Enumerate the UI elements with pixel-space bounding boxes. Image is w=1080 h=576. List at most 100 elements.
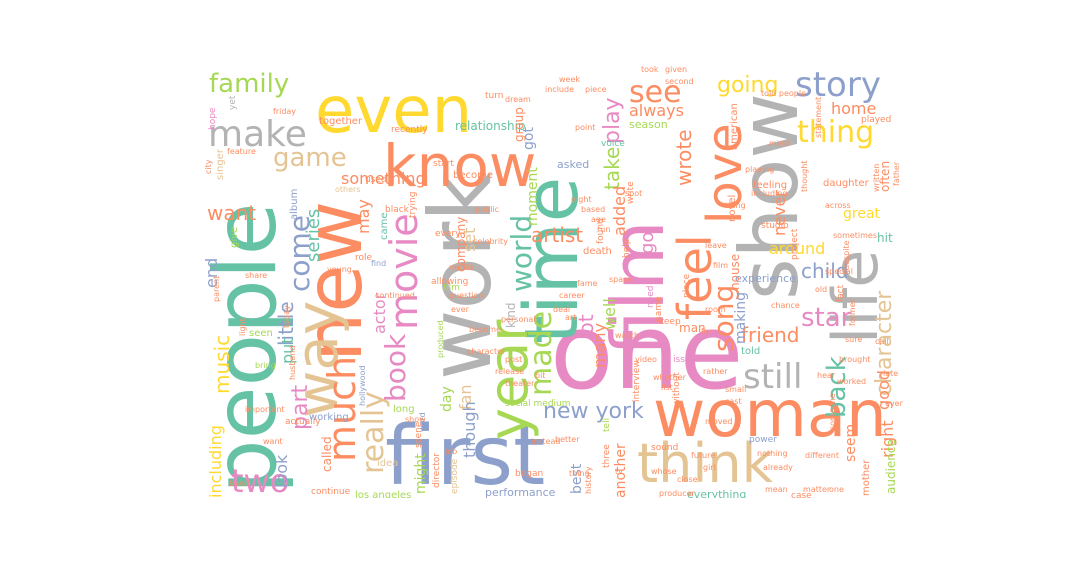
word-lot: lot — [574, 314, 598, 340]
word-episode: episode — [450, 458, 460, 494]
word-often: often — [878, 161, 892, 192]
word-project: project — [790, 228, 800, 260]
word-set: set — [460, 228, 479, 252]
word-film: film — [596, 221, 680, 357]
word-hollywood: hollywood — [358, 365, 367, 406]
word-actor: actor — [370, 292, 389, 334]
word-friday: friday — [273, 107, 296, 116]
word-small: small — [725, 385, 746, 394]
word-see: see — [629, 75, 682, 110]
word-family: family — [209, 69, 289, 99]
word-father: father — [892, 161, 901, 186]
word-post: post — [505, 355, 522, 364]
word-good: good — [874, 370, 893, 410]
word-sure: sure — [845, 335, 862, 344]
word-world: world — [505, 215, 538, 292]
word-way: way — [283, 301, 351, 418]
word-woman: woman — [653, 378, 887, 452]
word-others: others — [335, 185, 360, 194]
word-season: season — [629, 118, 668, 131]
word-right: right — [878, 420, 897, 458]
word-working: working — [309, 412, 349, 423]
word-film-small-2: film — [713, 261, 728, 270]
word-dream: dream — [505, 95, 531, 104]
word-old: old — [815, 285, 827, 294]
word-company: company — [454, 217, 468, 272]
word-told-people: told people — [761, 89, 806, 98]
word-art: art — [565, 313, 576, 322]
word-character: character — [872, 290, 897, 396]
word-performance: performance — [485, 486, 556, 498]
word-feeling: feeling — [753, 180, 787, 191]
word-child: child — [801, 259, 848, 283]
word-got: got — [521, 127, 537, 150]
word-seen: seen — [249, 328, 273, 339]
word-people: people — [205, 202, 296, 494]
word-late: late — [883, 369, 898, 378]
word-space: space — [609, 275, 633, 284]
word-life: life — [819, 250, 892, 344]
word-man: man — [679, 321, 706, 335]
word-cloud: people one work new show first time film… — [205, 65, 903, 498]
word-voice: voice — [601, 139, 625, 149]
word-played: played — [861, 115, 891, 125]
word-wrote: wrote — [672, 129, 696, 186]
word-still: still — [743, 357, 802, 397]
word-might: might — [413, 453, 429, 494]
word-thought: thought — [800, 161, 809, 192]
word-game: game — [273, 143, 347, 173]
word-two: two — [231, 462, 289, 498]
word-idea: idea — [377, 458, 398, 469]
word-light: light — [238, 318, 247, 336]
word-asked: asked — [557, 158, 589, 171]
word-three: three — [602, 444, 612, 468]
word-piece: piece — [585, 85, 607, 94]
word-every: every — [435, 229, 461, 239]
word-thing: thing — [797, 115, 874, 150]
word-began: began — [515, 469, 543, 479]
word-future: future — [691, 451, 715, 460]
word-word: word — [418, 412, 427, 432]
word-role: role — [355, 253, 373, 263]
word-young: young — [327, 265, 352, 274]
word-night: night — [571, 195, 592, 204]
word-continue: continue — [311, 487, 351, 497]
word-across: across — [825, 201, 851, 210]
word-show: show — [723, 93, 816, 300]
word-first: first — [385, 409, 545, 498]
word-career: career — [559, 291, 585, 300]
word-love: love — [697, 123, 753, 224]
word-thing-small-2: thing — [725, 201, 746, 210]
word-become: become — [453, 170, 493, 181]
word-release: release — [495, 367, 524, 376]
word-deal: deal — [553, 305, 570, 314]
word-found: found — [596, 218, 606, 244]
word-written: written — [872, 164, 881, 192]
word-start: start — [433, 159, 454, 169]
word-feature: feature — [227, 147, 256, 156]
word-fan: fan — [456, 384, 475, 410]
word-used: used — [365, 175, 387, 185]
word-age: age — [591, 215, 606, 224]
word-think: think — [637, 432, 774, 495]
word-audience: audience — [884, 439, 898, 494]
word-best: best — [569, 463, 585, 494]
word-added: added — [610, 186, 629, 236]
word-bit: bit — [535, 371, 545, 380]
word-book: book — [379, 333, 412, 402]
word-brought: brought — [839, 355, 870, 364]
word-home: home — [831, 99, 876, 118]
word-character-small: character — [467, 347, 506, 356]
word-moved: moved — [705, 417, 732, 426]
word-call: call — [875, 337, 889, 346]
word-took: took — [641, 65, 659, 74]
word-put: put — [278, 337, 297, 364]
word-given: given — [665, 65, 687, 74]
word-work: work — [411, 172, 511, 380]
word-song: song — [707, 285, 740, 352]
word-always: always — [629, 101, 684, 120]
word-band: band — [229, 479, 249, 488]
word-nothing: nothing — [757, 449, 788, 458]
word-never: never — [770, 190, 789, 236]
word-though: though — [460, 401, 479, 458]
